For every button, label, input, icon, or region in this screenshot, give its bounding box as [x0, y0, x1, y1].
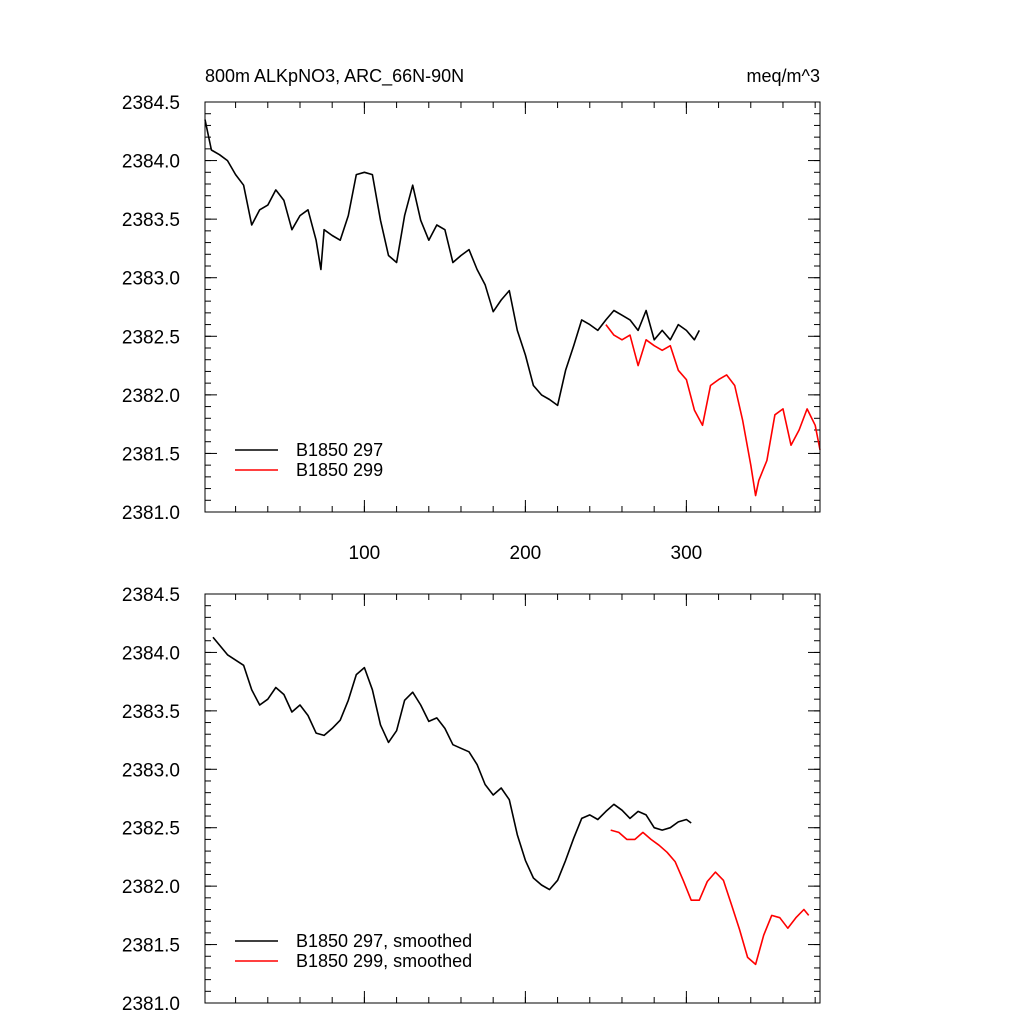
y-tick-label: 2384.5 — [122, 585, 180, 606]
y-tick-label: 2381.0 — [122, 503, 180, 524]
x-tick-label: 300 — [671, 543, 703, 564]
y-tick-label: 2384.0 — [122, 152, 180, 173]
y-tick-label: 2383.0 — [122, 269, 180, 290]
y-tick-label: 2381.0 — [122, 994, 180, 1015]
y-tick-label: 2381.5 — [122, 444, 180, 465]
y-tick-label: 2383.5 — [122, 210, 180, 231]
y-tick-label: 2381.5 — [122, 936, 180, 957]
y-tick-label: 2384.5 — [122, 93, 180, 114]
plot-frame — [204, 593, 821, 1004]
y-tick-label: 2382.5 — [122, 819, 180, 840]
y-tick-label: 2383.0 — [122, 760, 180, 781]
data-line — [212, 636, 692, 891]
y-tick-label: 2382.5 — [122, 327, 180, 348]
legend-label: B1850 299, smoothed — [296, 951, 472, 971]
data-line — [204, 119, 701, 407]
units-label: meq/m^3 — [747, 66, 820, 86]
x-tick-label: 200 — [510, 543, 542, 564]
plot-frame — [204, 101, 821, 513]
data-line — [605, 324, 821, 497]
chart-title: 800m ALKpNO3, ARC_66N-90N — [205, 66, 464, 87]
y-tick-label: 2384.0 — [122, 643, 180, 664]
y-tick-label: 2382.0 — [122, 877, 180, 898]
legend-label: B1850 299 — [296, 460, 383, 480]
y-tick-label: 2382.0 — [122, 386, 180, 407]
legend-label: B1850 297, smoothed — [296, 931, 472, 951]
legend-label: B1850 297 — [296, 440, 383, 460]
y-tick-label: 2383.5 — [122, 702, 180, 723]
data-line — [610, 829, 810, 966]
x-tick-label: 100 — [349, 543, 381, 564]
